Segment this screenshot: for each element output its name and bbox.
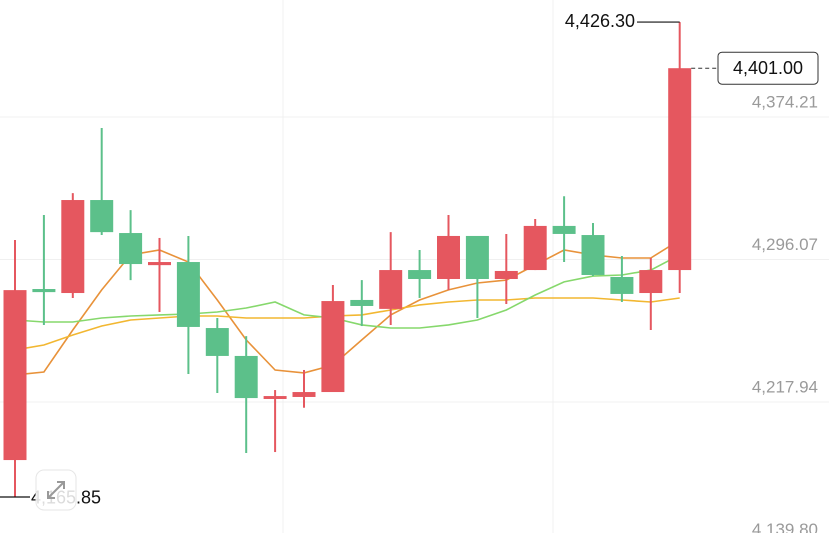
candle-body xyxy=(494,270,518,279)
y-tick-label: 4,374.21 xyxy=(752,93,818,112)
candle-body xyxy=(205,328,229,356)
candle-body xyxy=(408,270,432,279)
moving-average-line xyxy=(14,254,681,329)
candle-body xyxy=(292,392,316,397)
candle-body xyxy=(465,235,489,279)
moving-averages xyxy=(14,239,681,376)
candle-body xyxy=(350,299,374,306)
expand-button[interactable] xyxy=(35,469,77,511)
candles xyxy=(3,22,692,497)
candle-body xyxy=(148,262,171,266)
candle-body xyxy=(379,270,403,309)
max-label: 4,426.30 xyxy=(565,11,635,31)
candle-body xyxy=(3,290,27,461)
last-price-box xyxy=(717,51,819,85)
candle-body xyxy=(119,233,143,265)
candle-body xyxy=(61,200,85,294)
candle-body xyxy=(552,225,576,234)
y-tick-label: 4,139.80 xyxy=(752,520,818,533)
grid: 4,139.80 4,217.94 4,296.07 4,374.21 xyxy=(0,93,829,533)
candle-body xyxy=(610,276,634,294)
candle-body xyxy=(581,235,605,275)
candle-body xyxy=(639,270,663,294)
y-tick-label: 4,296.07 xyxy=(752,235,818,254)
last-price-label: 4,401.00 xyxy=(733,58,803,78)
candle-body xyxy=(668,68,692,271)
candle-body xyxy=(234,355,258,399)
moving-average-line xyxy=(14,297,680,351)
candle-body xyxy=(523,225,547,271)
candle-body xyxy=(437,235,460,279)
candle-body xyxy=(90,200,114,233)
moving-average-line xyxy=(14,239,681,376)
candle-body xyxy=(321,301,345,393)
y-tick-label: 4,217.94 xyxy=(752,377,818,396)
candle-body xyxy=(176,262,200,327)
candle-body xyxy=(32,289,56,293)
expand-icon xyxy=(47,481,65,499)
candle-body xyxy=(263,396,287,399)
